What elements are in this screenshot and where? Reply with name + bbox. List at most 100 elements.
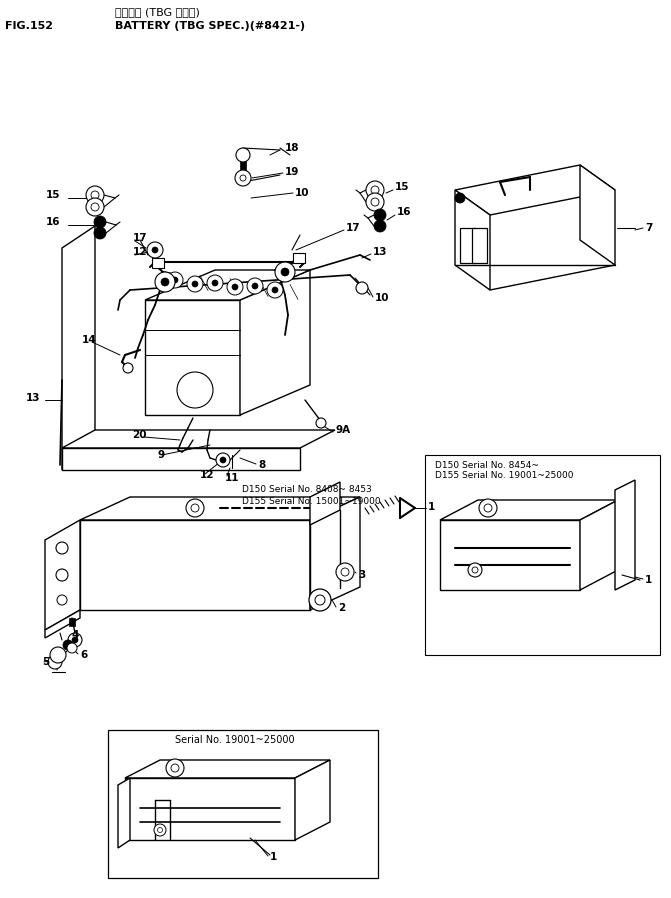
Text: 11: 11 <box>225 473 240 483</box>
Bar <box>240 155 246 173</box>
Text: 19: 19 <box>285 167 299 177</box>
Polygon shape <box>125 778 295 840</box>
Text: D150 Serial No. 8408~ 8453: D150 Serial No. 8408~ 8453 <box>242 486 372 495</box>
Circle shape <box>235 170 251 186</box>
Circle shape <box>91 191 99 199</box>
Circle shape <box>468 563 482 577</box>
Bar <box>293 253 305 263</box>
Polygon shape <box>62 226 95 470</box>
Circle shape <box>172 277 178 283</box>
Bar <box>152 258 164 268</box>
Text: 7: 7 <box>645 223 652 233</box>
Circle shape <box>177 372 213 408</box>
Text: D155 Serial No. 19001~25000: D155 Serial No. 19001~25000 <box>435 471 574 480</box>
Circle shape <box>147 242 163 258</box>
Bar <box>108 730 378 878</box>
Text: 4: 4 <box>72 630 79 640</box>
Text: 12: 12 <box>133 247 148 257</box>
Text: 17: 17 <box>133 233 148 243</box>
Text: 8: 8 <box>258 460 265 470</box>
Circle shape <box>281 268 289 276</box>
Polygon shape <box>118 778 130 848</box>
Text: 16: 16 <box>46 217 60 227</box>
Text: 5: 5 <box>42 657 49 667</box>
Text: 17: 17 <box>346 223 360 233</box>
Circle shape <box>455 193 465 203</box>
Circle shape <box>207 275 223 291</box>
Circle shape <box>191 504 199 512</box>
Circle shape <box>309 589 331 611</box>
Circle shape <box>315 595 325 605</box>
Polygon shape <box>440 500 618 520</box>
Circle shape <box>86 198 104 216</box>
Circle shape <box>374 220 386 232</box>
Polygon shape <box>615 480 635 590</box>
Bar <box>472 228 487 263</box>
Text: 1: 1 <box>428 502 435 512</box>
Text: 1: 1 <box>270 852 277 862</box>
Polygon shape <box>125 760 330 778</box>
Polygon shape <box>80 497 360 520</box>
Circle shape <box>56 569 68 581</box>
Circle shape <box>232 284 238 290</box>
Circle shape <box>192 281 198 287</box>
Circle shape <box>374 209 386 221</box>
Circle shape <box>152 247 158 253</box>
Circle shape <box>336 563 354 581</box>
Polygon shape <box>455 190 490 290</box>
Circle shape <box>187 276 203 292</box>
Circle shape <box>123 363 133 373</box>
Circle shape <box>216 453 230 467</box>
Circle shape <box>91 203 99 211</box>
Circle shape <box>479 499 497 517</box>
Text: 2: 2 <box>338 603 346 613</box>
Circle shape <box>67 643 77 653</box>
Circle shape <box>316 418 326 428</box>
Circle shape <box>220 457 226 463</box>
Circle shape <box>212 280 218 286</box>
Text: D150 Serial No. 8454~: D150 Serial No. 8454~ <box>435 461 539 470</box>
Text: 9: 9 <box>158 450 165 460</box>
Circle shape <box>171 764 179 772</box>
Polygon shape <box>455 165 615 215</box>
Circle shape <box>154 824 166 836</box>
Circle shape <box>68 633 82 647</box>
Circle shape <box>272 287 278 293</box>
Text: 10: 10 <box>295 188 309 198</box>
Bar <box>425 455 660 655</box>
Text: 1: 1 <box>645 575 652 585</box>
Circle shape <box>94 216 106 228</box>
Polygon shape <box>145 270 310 300</box>
Polygon shape <box>240 270 310 415</box>
Text: 3: 3 <box>358 570 365 580</box>
Circle shape <box>161 278 169 286</box>
Circle shape <box>356 282 368 294</box>
Circle shape <box>57 595 67 605</box>
Polygon shape <box>580 165 615 265</box>
Text: バッテリ (TBG ショウ): バッテリ (TBG ショウ) <box>115 7 200 17</box>
Text: 13: 13 <box>25 393 40 403</box>
Circle shape <box>227 279 243 295</box>
Text: 13: 13 <box>373 247 387 257</box>
Polygon shape <box>440 520 580 590</box>
Circle shape <box>236 148 250 162</box>
Circle shape <box>63 640 73 650</box>
Text: BATTERY (TBG SPEC.)(#8421-): BATTERY (TBG SPEC.)(#8421-) <box>115 21 305 31</box>
Circle shape <box>94 227 106 239</box>
Text: Serial No. 19001~25000: Serial No. 19001~25000 <box>175 735 295 745</box>
Polygon shape <box>145 300 240 415</box>
Circle shape <box>472 567 478 573</box>
Circle shape <box>186 499 204 517</box>
Text: 12: 12 <box>200 470 215 480</box>
Text: 15: 15 <box>395 182 409 192</box>
Circle shape <box>50 647 66 663</box>
Circle shape <box>166 759 184 777</box>
Text: 9A: 9A <box>335 425 350 435</box>
Circle shape <box>341 568 349 576</box>
Text: 10: 10 <box>375 293 389 303</box>
Polygon shape <box>310 482 340 525</box>
Polygon shape <box>62 448 300 470</box>
Text: 14: 14 <box>82 335 97 345</box>
Circle shape <box>72 637 78 643</box>
Circle shape <box>366 181 384 199</box>
